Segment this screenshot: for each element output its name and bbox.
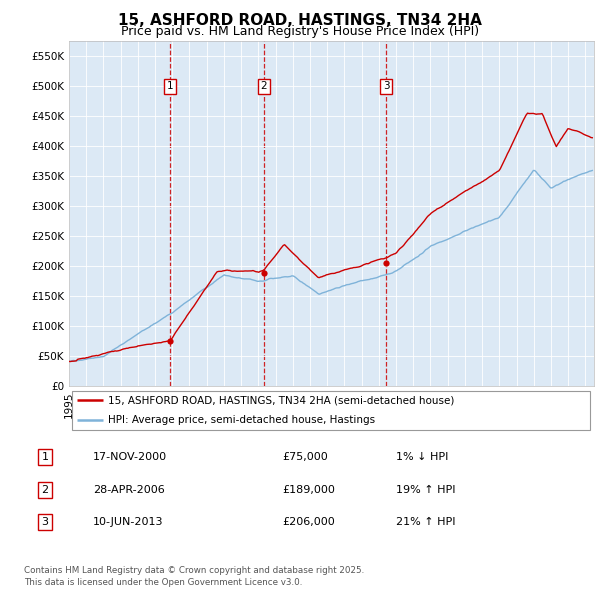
Text: 1: 1 [167, 81, 173, 91]
Text: 28-APR-2006: 28-APR-2006 [93, 485, 165, 494]
Text: 2: 2 [41, 485, 49, 494]
Text: 1: 1 [41, 453, 49, 462]
Text: £75,000: £75,000 [282, 453, 328, 462]
Text: HPI: Average price, semi-detached house, Hastings: HPI: Average price, semi-detached house,… [109, 415, 376, 425]
Text: 1% ↓ HPI: 1% ↓ HPI [396, 453, 448, 462]
Text: 17-NOV-2000: 17-NOV-2000 [93, 453, 167, 462]
Text: 3: 3 [41, 517, 49, 527]
Text: Price paid vs. HM Land Registry's House Price Index (HPI): Price paid vs. HM Land Registry's House … [121, 25, 479, 38]
Text: 15, ASHFORD ROAD, HASTINGS, TN34 2HA: 15, ASHFORD ROAD, HASTINGS, TN34 2HA [118, 13, 482, 28]
Text: 3: 3 [383, 81, 390, 91]
Text: 2: 2 [261, 81, 268, 91]
Text: 10-JUN-2013: 10-JUN-2013 [93, 517, 163, 527]
FancyBboxPatch shape [71, 391, 590, 430]
Text: 21% ↑ HPI: 21% ↑ HPI [396, 517, 455, 527]
Text: £206,000: £206,000 [282, 517, 335, 527]
Text: £189,000: £189,000 [282, 485, 335, 494]
Text: 15, ASHFORD ROAD, HASTINGS, TN34 2HA (semi-detached house): 15, ASHFORD ROAD, HASTINGS, TN34 2HA (se… [109, 395, 455, 405]
Text: Contains HM Land Registry data © Crown copyright and database right 2025.
This d: Contains HM Land Registry data © Crown c… [24, 566, 364, 587]
Text: 19% ↑ HPI: 19% ↑ HPI [396, 485, 455, 494]
